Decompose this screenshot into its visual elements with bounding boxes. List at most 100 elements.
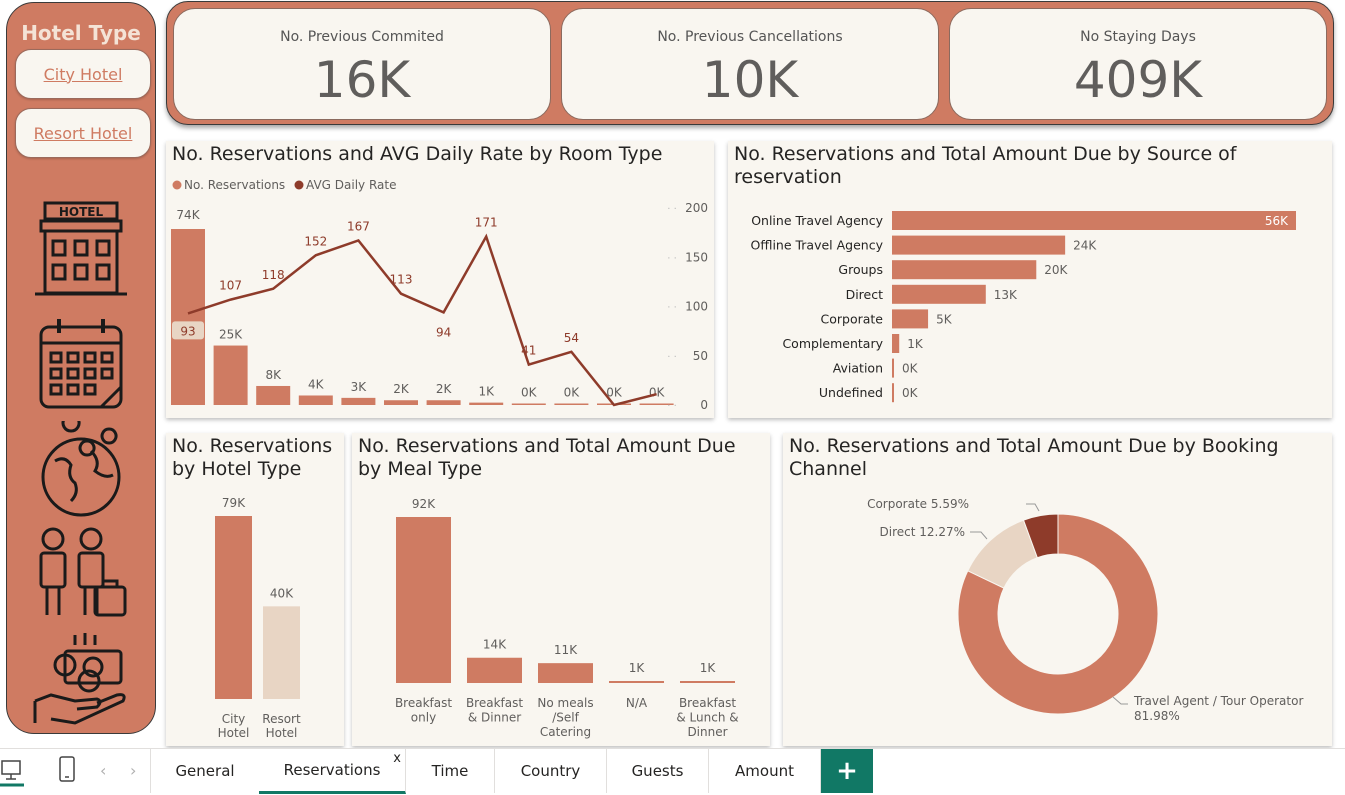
room-type-bar xyxy=(469,402,504,405)
meal-type-category-label: No meals xyxy=(537,696,593,710)
meal-type-bar-label: 92K xyxy=(412,497,436,511)
svg-text:HOTEL: HOTEL xyxy=(59,205,104,219)
source-bar-label: 0K xyxy=(902,362,919,376)
room-type-bar xyxy=(384,400,418,405)
tab-country[interactable]: Country xyxy=(495,749,607,793)
hotel-type-slicer-panel: Hotel Type City Hotel Resort Hotel HOTEL xyxy=(6,2,156,734)
tab-label: Time xyxy=(431,762,469,780)
meal-type-bar-label: 11K xyxy=(554,643,578,657)
city-hotel-button[interactable]: City Hotel xyxy=(15,49,151,99)
meal-type-bar xyxy=(609,681,664,683)
hotel-type-bar xyxy=(215,516,252,699)
y2-tick-label: 0 xyxy=(700,398,708,412)
adr-line-label: 113 xyxy=(390,273,413,287)
room-type-bar xyxy=(171,229,205,405)
donut-label-direct: Direct 12.27% xyxy=(880,525,966,539)
gridline-dots: · · xyxy=(667,303,677,314)
room-type-bar-label: 8K xyxy=(265,368,282,382)
money-hand-icon xyxy=(33,633,126,725)
meal-type-category-label: Breakfast xyxy=(395,696,452,710)
room-type-bar-label: 4K xyxy=(308,377,325,391)
room-type-bar xyxy=(639,403,674,405)
tab-label: Amount xyxy=(735,762,794,780)
tab-guests[interactable]: Guests xyxy=(607,749,709,793)
room-type-bar xyxy=(298,395,333,405)
tab-general[interactable]: General xyxy=(150,749,260,793)
kpi-title: No. Previous Cancellations xyxy=(657,29,843,45)
desktop-view-icon[interactable] xyxy=(0,757,26,787)
source-bar xyxy=(892,260,1037,280)
meal-type-bar xyxy=(680,681,735,683)
room-type-bar xyxy=(341,397,376,405)
room-type-bar-label: 74K xyxy=(176,208,200,222)
source-bar-label: 0K xyxy=(902,386,919,400)
mobile-view-icon[interactable] xyxy=(56,755,78,785)
adr-line-label: 171 xyxy=(475,216,498,230)
meal-type-category-label: & Lunch & xyxy=(676,711,738,725)
meal-type-bar xyxy=(396,517,451,683)
source-bar-label: 13K xyxy=(994,288,1018,302)
source-category-label: Offline Travel Agency xyxy=(751,238,884,253)
legend-adr-marker xyxy=(294,180,304,190)
meal-type-bar xyxy=(538,663,593,683)
meal-type-category-label: Breakfast xyxy=(466,696,523,710)
chart-title: No. Reservations and Total Amount Due by… xyxy=(358,435,736,480)
adr-line-label: 167 xyxy=(347,220,370,234)
tab-reservations[interactable]: Reservations x xyxy=(259,749,406,794)
tab-scroll-left-icon[interactable]: ‹ xyxy=(100,761,107,780)
y2-tick-label: 100 xyxy=(685,300,708,314)
room-type-bar-label: 25K xyxy=(219,328,243,342)
room-type-bar xyxy=(554,403,589,405)
booking-channel-chart-panel[interactable]: No. Reservations and Total Amount Due by… xyxy=(783,433,1332,746)
tab-label: Guests xyxy=(631,762,684,780)
resort-hotel-button[interactable]: Resort Hotel xyxy=(15,108,151,158)
guests-luggage-icon xyxy=(39,527,127,617)
meal-type-chart-panel[interactable]: No. Reservations and Total Amount Due by… xyxy=(352,433,770,746)
page-tab-bar: ‹ › General Reservations x Time Country … xyxy=(0,748,1345,795)
add-page-button[interactable]: + xyxy=(821,749,873,793)
meal-type-category-label: & Dinner xyxy=(468,711,521,725)
source-bar-label: 24K xyxy=(1073,239,1097,253)
source-bar-chart: Online Travel Agency 56K Offline Travel Ag… xyxy=(751,211,1296,403)
donut-slice xyxy=(957,513,1159,715)
room-type-bar xyxy=(213,345,248,405)
adr-line-label: 118 xyxy=(262,268,285,282)
source-category-label: Corporate xyxy=(821,311,884,326)
adr-line-label: 152 xyxy=(304,234,327,248)
room-type-bar-label: 0K xyxy=(564,386,581,400)
source-category-label: Complementary xyxy=(782,336,883,351)
gridline-dots: · · xyxy=(667,253,677,264)
source-category-label: Online Travel Agency xyxy=(751,213,883,228)
kpi-value: 16K xyxy=(313,51,411,109)
room-type-bar-label: 0K xyxy=(521,386,538,400)
room-type-chart-panel[interactable]: No. Reservations and AVG Daily Rate by R… xyxy=(166,141,714,418)
hotel-type-chart-panel[interactable]: No. Reservations by Hotel Type 79K City Ho… xyxy=(166,433,344,746)
source-category-label: Undefined xyxy=(819,385,883,400)
source-category-label: Aviation xyxy=(833,361,883,376)
tab-time[interactable]: Time xyxy=(406,749,495,793)
y2-tick-label: 200 xyxy=(685,201,708,215)
donut-label-corporate: Corporate 5.59% xyxy=(867,497,969,511)
gridline-dots: · · xyxy=(667,401,677,412)
room-type-bar xyxy=(426,400,461,405)
adr-line-label: 94 xyxy=(436,325,451,339)
hotel-type-bar-label: 40K xyxy=(270,586,294,600)
meal-type-category-label: N/A xyxy=(626,696,648,710)
adr-line xyxy=(187,233,657,407)
kpi-title: No Staying Days xyxy=(1080,29,1196,45)
meal-type-category-label: /Self xyxy=(552,711,579,725)
close-tab-icon[interactable]: x xyxy=(393,751,401,766)
room-type-bar xyxy=(511,403,546,405)
room-type-bar-label: 0K xyxy=(606,386,623,400)
tab-amount[interactable]: Amount xyxy=(709,749,821,793)
source-bar xyxy=(892,211,1296,230)
chart-title: No. Reservations by Hotel Type xyxy=(172,435,333,480)
meal-type-category-label: only xyxy=(411,711,436,725)
source-bar-label: 20K xyxy=(1044,263,1068,277)
donut-slice xyxy=(1022,513,1059,559)
tab-label: General xyxy=(175,762,235,780)
source-bar-label: 56K xyxy=(1265,214,1289,228)
source-chart-panel[interactable]: No. Reservations and Total Amount Due by… xyxy=(728,141,1332,418)
tab-scroll-right-icon[interactable]: › xyxy=(130,761,137,780)
tab-label: Reservations xyxy=(283,761,381,779)
